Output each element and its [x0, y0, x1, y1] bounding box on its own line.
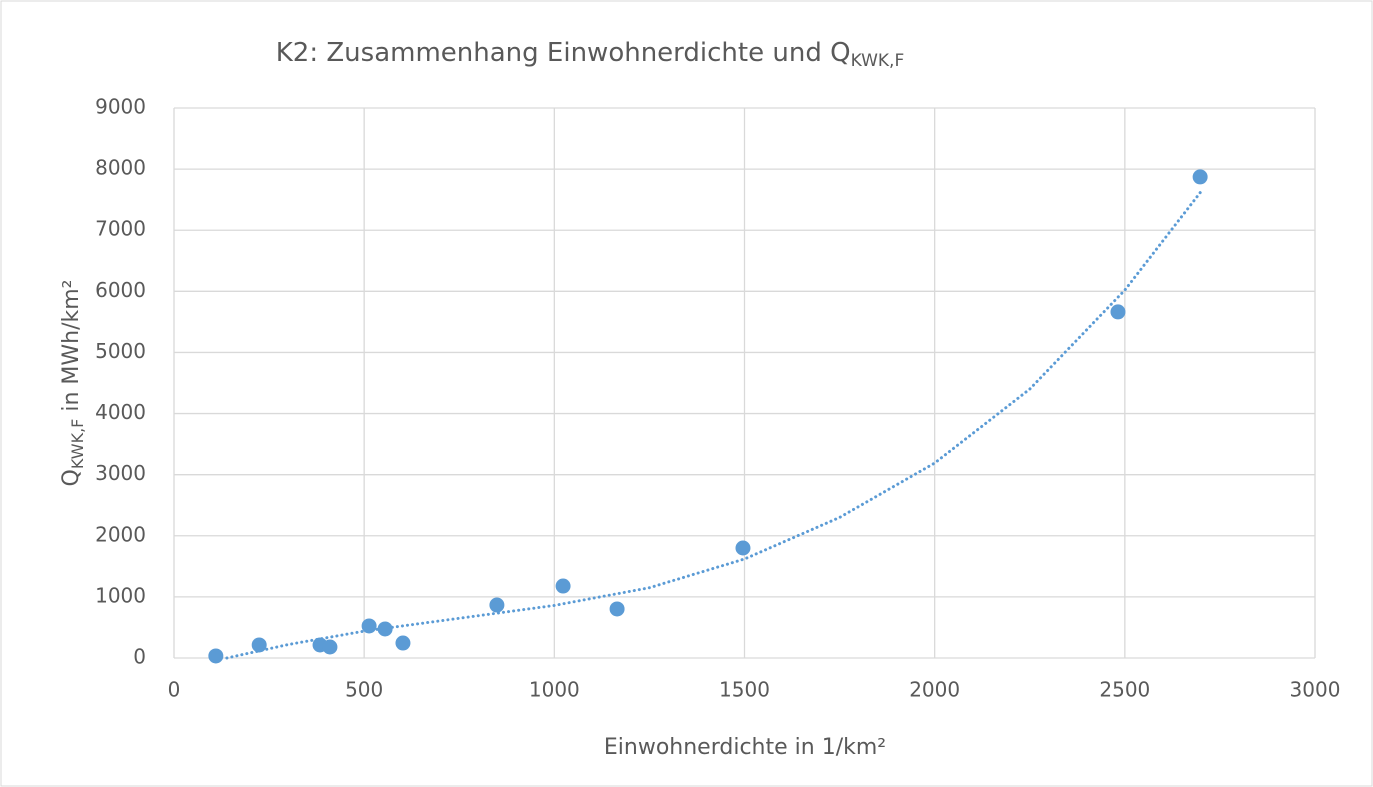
y-tick-label: 4000 [95, 400, 146, 424]
title-text: K2: Zusammenhang Einwohnerdichte und Q [276, 38, 851, 68]
data-point [489, 597, 505, 613]
data-point [609, 601, 625, 617]
data-point [377, 621, 393, 637]
x-tick-label: 3000 [1290, 678, 1341, 702]
data-point [1110, 304, 1126, 320]
y-axis-label: QKWK,F in MWh/km² [59, 280, 87, 487]
y-label-text: Q [59, 469, 84, 486]
data-point [555, 578, 571, 594]
data-point [208, 648, 224, 664]
x-tick-label: 2500 [1099, 678, 1150, 702]
x-axis-label: Einwohnerdichte in 1/km² [604, 735, 886, 760]
y-label-subscript: KWK,F [68, 419, 87, 470]
x-tick-label: 0 [168, 678, 181, 702]
x-tick-label: 1000 [529, 678, 580, 702]
data-point [735, 540, 751, 556]
data-point [395, 635, 411, 651]
y-tick-label: 7000 [95, 217, 146, 241]
y-tick-label: 2000 [95, 522, 146, 546]
x-tick-label: 500 [345, 678, 383, 702]
y-tick-label: 6000 [95, 278, 146, 302]
x-tick-label: 2000 [909, 678, 960, 702]
y-label-suffix: in MWh/km² [59, 280, 84, 419]
y-tick-label: 3000 [95, 461, 146, 485]
y-tick-label: 5000 [95, 339, 146, 363]
y-tick-label: 0 [133, 645, 146, 669]
y-tick-label: 8000 [95, 156, 146, 180]
trendline [225, 190, 1203, 660]
title-subscript: KWK,F [851, 51, 905, 71]
data-point [1192, 169, 1208, 185]
y-tick-label: 1000 [95, 583, 146, 607]
data-point [251, 637, 267, 653]
x-tick-label: 1500 [719, 678, 770, 702]
data-point [322, 639, 338, 655]
y-tick-label: 9000 [95, 95, 146, 119]
data-point [361, 618, 377, 634]
chart-title: K2: Zusammenhang Einwohnerdichte und QKW… [276, 38, 905, 72]
